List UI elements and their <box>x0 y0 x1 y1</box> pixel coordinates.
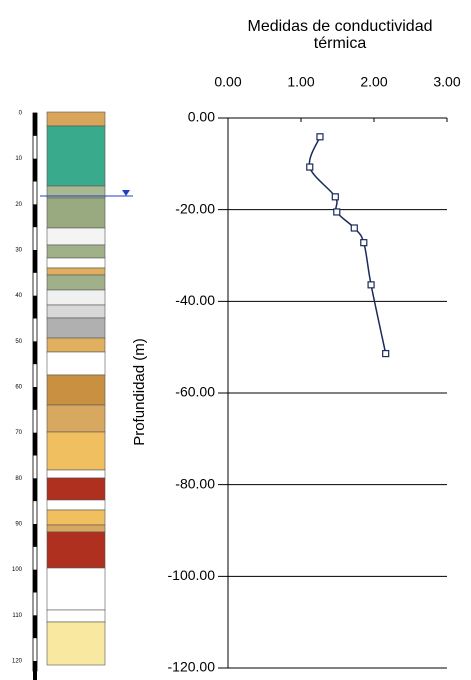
stratum <box>46 469 106 479</box>
stratum <box>46 499 106 511</box>
stratum <box>46 257 106 269</box>
scale-segment <box>33 615 37 639</box>
stratum <box>46 267 106 276</box>
stratum <box>46 244 106 259</box>
scale-segment <box>33 524 37 547</box>
stratum <box>46 304 106 319</box>
chart-title: Medidas de conductividad térmica <box>247 18 433 52</box>
data-point <box>331 193 339 201</box>
depth-tick-label: 60 <box>15 385 22 391</box>
y-tick-label: 0.00 <box>188 109 215 125</box>
y-tick-label: -120.00 <box>168 659 216 675</box>
data-point <box>306 163 314 171</box>
scale-segment <box>33 478 37 502</box>
stratum <box>46 289 106 306</box>
data-line <box>308 136 387 354</box>
depth-tick-label: 100 <box>12 567 23 573</box>
stratum <box>46 567 106 611</box>
scale-segment <box>33 569 37 593</box>
scale-segment <box>33 158 37 182</box>
stratum <box>46 477 106 501</box>
y-tick-label: -20.00 <box>175 200 215 216</box>
scale-segment <box>33 295 37 319</box>
y-tick-label: -80.00 <box>175 475 215 491</box>
y-tick-label: -60.00 <box>175 384 215 400</box>
scale-segment <box>33 432 37 456</box>
x-tick-label: 3.00 <box>433 74 460 90</box>
scale-segment <box>33 341 37 365</box>
depth-tick-label: 30 <box>15 248 22 254</box>
geologic-column: 0 10 20 30 40 50 60 70 80 90 100 110 120 <box>12 111 133 680</box>
stratum <box>46 404 106 433</box>
data-point <box>316 133 324 141</box>
stratum <box>46 125 106 187</box>
depth-tick-label: 40 <box>15 293 22 299</box>
water-marker <box>122 190 130 196</box>
x-tick-label: 0.00 <box>214 74 241 90</box>
stratum <box>46 351 106 376</box>
stratum <box>46 621 106 666</box>
stratum <box>46 524 106 533</box>
data-point <box>333 208 341 216</box>
depth-tick-label: 90 <box>15 522 22 528</box>
depth-tick-label: 70 <box>15 430 22 436</box>
stratum <box>46 274 106 291</box>
stratum <box>46 609 106 623</box>
y-tick-label: -40.00 <box>175 292 215 308</box>
x-tick-label: 2.00 <box>360 74 387 90</box>
y-axis-label: Profundidad (m) <box>131 338 148 446</box>
stratum <box>46 111 106 127</box>
depth-tick-label: 80 <box>15 476 22 482</box>
depth-tick-label: 20 <box>15 202 22 208</box>
depth-tick-label: 110 <box>12 613 22 619</box>
stratum <box>46 197 106 229</box>
data-point <box>367 281 375 289</box>
data-point <box>350 224 358 232</box>
x-tick-label: 1.00 <box>287 74 314 90</box>
scale-segment <box>33 661 37 680</box>
depth-tick-label: 0 <box>19 111 23 117</box>
scale-segment <box>33 250 37 273</box>
depth-tick-label: 120 <box>12 659 23 665</box>
stratum <box>46 509 106 526</box>
stratum <box>46 531 106 569</box>
depth-tick-label: 50 <box>15 339 22 345</box>
stratum <box>46 337 106 353</box>
data-point <box>360 239 368 247</box>
y-tick-label: -100.00 <box>168 567 216 583</box>
scale-segment <box>33 387 37 410</box>
stratum <box>46 431 106 471</box>
depth-tick-label: 10 <box>15 156 22 162</box>
stratum <box>46 374 106 406</box>
scale-segment <box>33 204 37 228</box>
scale-segment <box>33 113 37 136</box>
stratum <box>46 317 106 339</box>
data-point <box>382 349 390 358</box>
stratum <box>46 227 106 246</box>
